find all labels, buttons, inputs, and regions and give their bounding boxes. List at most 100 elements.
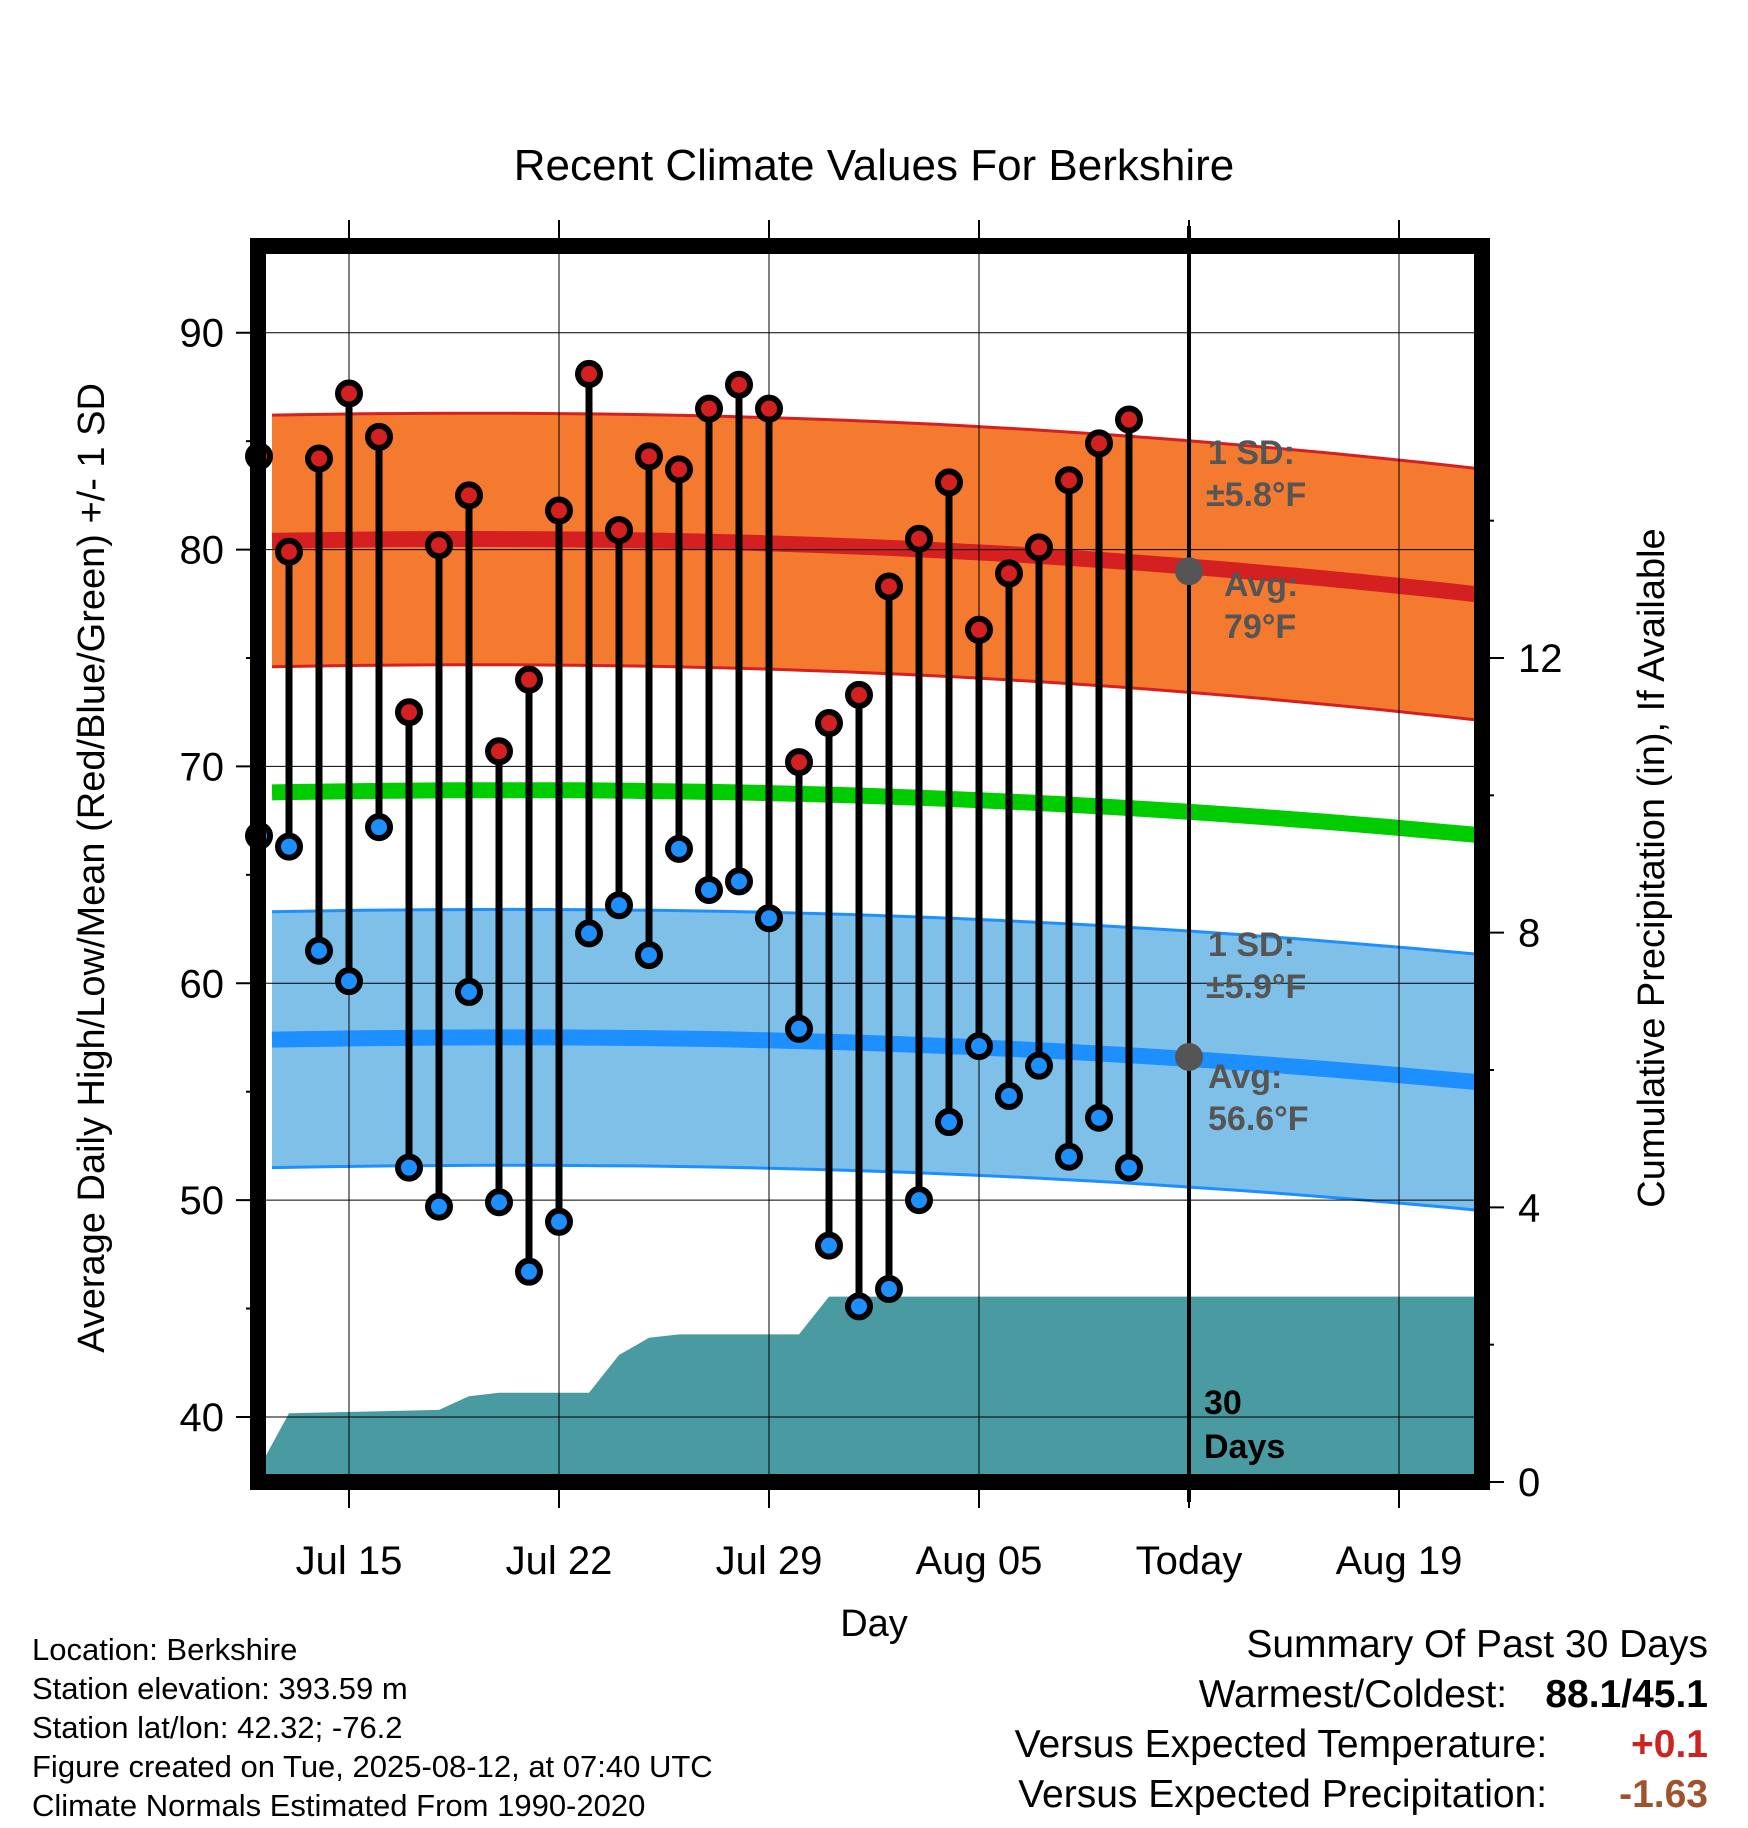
low-sd-band-upper-edge bbox=[271, 907, 1479, 956]
daily-low-point bbox=[755, 904, 783, 933]
normal-low-line bbox=[271, 1029, 1479, 1091]
precip-value: -1.63 bbox=[1619, 1773, 1708, 1816]
y-axis-label: Average Daily High/Low/Mean (Red/Blue/Gr… bbox=[71, 383, 113, 1353]
low-avg-value: 56.6°F bbox=[1208, 1100, 1309, 1138]
low-sd-band bbox=[272, 909, 1478, 1211]
daily-low-point bbox=[1115, 1153, 1143, 1182]
daily-low-point bbox=[575, 919, 603, 948]
high-avg-value: 79°F bbox=[1224, 608, 1296, 646]
daily-low-point bbox=[305, 936, 333, 965]
daily-high-point bbox=[395, 698, 423, 727]
y2-tick-label: 0 bbox=[1518, 1461, 1540, 1505]
daily-low-point bbox=[1085, 1103, 1113, 1132]
daily-high-point bbox=[785, 748, 813, 777]
daily-high-point bbox=[995, 559, 1023, 588]
daily-high-point bbox=[485, 737, 513, 766]
daily-high-point bbox=[815, 709, 843, 738]
x-axis-label: Day bbox=[840, 1603, 908, 1645]
daily-low-point bbox=[1025, 1051, 1053, 1080]
daily-high-point bbox=[275, 537, 303, 566]
daily-high-point bbox=[905, 524, 933, 553]
y-tick-label: 60 bbox=[180, 962, 225, 1006]
x-tick-label: Aug 19 bbox=[1336, 1539, 1463, 1583]
y-tick-label: 90 bbox=[180, 312, 225, 356]
daily-high-point bbox=[335, 379, 363, 408]
precip-days-number: 30 bbox=[1204, 1384, 1242, 1422]
x-tick-label: Jul 29 bbox=[716, 1539, 823, 1583]
daily-low-point bbox=[815, 1231, 843, 1260]
chart-title: Recent Climate Values For Berkshire bbox=[514, 141, 1235, 190]
temp-label: Versus Expected Temperature: bbox=[1014, 1723, 1548, 1766]
summary-warm-cold: Warmest/Coldest: 88.1/45.1 bbox=[1015, 1670, 1708, 1720]
daily-low-point bbox=[785, 1014, 813, 1043]
daily-low-point bbox=[965, 1032, 993, 1061]
plot-area: 1 SD: ±5.8°F Avg: 79°F 1 SD: ±5.9°F Avg: 56.6°F… bbox=[180, 220, 1563, 1583]
daily-high-point bbox=[605, 516, 633, 545]
normals-text: Climate Normals Estimated From 1990-2020 bbox=[32, 1788, 646, 1823]
low-sd-label: 1 SD: bbox=[1208, 926, 1295, 964]
daily-high-point bbox=[575, 359, 603, 388]
plot-frame bbox=[250, 238, 1490, 1490]
x-tick-label: Jul 15 bbox=[296, 1539, 403, 1583]
daily-high-point bbox=[305, 444, 333, 473]
today-high-avg-marker bbox=[1175, 557, 1203, 586]
y2-tick-label: 8 bbox=[1518, 912, 1540, 956]
daily-low-point bbox=[545, 1207, 573, 1236]
y2-tick-label: 12 bbox=[1518, 637, 1563, 681]
high-sd-band-lower-edge bbox=[271, 663, 1479, 722]
daily-low-point bbox=[485, 1188, 513, 1217]
daily-high-point bbox=[635, 442, 663, 471]
high-avg-label: Avg: bbox=[1224, 566, 1298, 604]
daily-high-point bbox=[725, 370, 753, 399]
daily-high-point bbox=[965, 615, 993, 644]
warm-cold-value: 88.1/45.1 bbox=[1545, 1673, 1708, 1716]
daily-low-point bbox=[395, 1153, 423, 1182]
warm-cold-label: Warmest/Coldest: bbox=[1198, 1673, 1508, 1716]
daily-high-point bbox=[365, 422, 393, 451]
y2-tick-label: 4 bbox=[1518, 1186, 1540, 1230]
daily-high-point bbox=[665, 455, 693, 484]
cumulative-precip-area bbox=[259, 1296, 1482, 1482]
precip-label: Versus Expected Precipitation: bbox=[1018, 1773, 1548, 1816]
low-avg-label: Avg: bbox=[1208, 1058, 1282, 1096]
location-text: Location: Berkshire bbox=[32, 1632, 298, 1667]
latlon-text: Station lat/lon: 42.32; -76.2 bbox=[32, 1710, 403, 1745]
daily-low-point bbox=[995, 1082, 1023, 1111]
daily-low-point bbox=[695, 876, 723, 905]
normal-high-line bbox=[271, 531, 1479, 603]
y-tick-label: 50 bbox=[180, 1179, 225, 1223]
daily-high-point bbox=[875, 572, 903, 601]
normal-mean-line bbox=[271, 782, 1479, 843]
high-sd-band-upper-edge bbox=[271, 411, 1479, 471]
high-sd-band bbox=[272, 413, 1478, 721]
daily-low-point bbox=[1055, 1142, 1083, 1171]
daily-low-point bbox=[455, 977, 483, 1006]
daily-high-point bbox=[755, 394, 783, 423]
elevation-text: Station elevation: 393.59 m bbox=[32, 1671, 408, 1706]
station-info: Location: Berkshire Station elevation: 3… bbox=[32, 1630, 713, 1825]
today-low-avg-marker bbox=[1175, 1042, 1203, 1071]
daily-low-point bbox=[425, 1192, 453, 1221]
high-sd-label: 1 SD: bbox=[1208, 434, 1295, 472]
daily-low-point bbox=[275, 832, 303, 861]
daily-high-point bbox=[935, 468, 963, 497]
temp-value: +0.1 bbox=[1631, 1723, 1708, 1766]
daily-low-point bbox=[875, 1275, 903, 1304]
plot-inner bbox=[258, 246, 1482, 1482]
daily-low-point bbox=[845, 1292, 873, 1321]
daily-low-point bbox=[605, 891, 633, 920]
created-text: Figure created on Tue, 2025-08-12, at 07… bbox=[32, 1749, 713, 1784]
y-tick-label: 40 bbox=[180, 1396, 225, 1440]
daily-low-point bbox=[905, 1186, 933, 1215]
y2-axis-label: Cumulative Precipitation (in), If Availa… bbox=[1631, 528, 1673, 1207]
x-tick-label: Jul 22 bbox=[506, 1539, 613, 1583]
summary-precip: Versus Expected Precipitation: -1.63 bbox=[1015, 1770, 1708, 1820]
daily-high-point bbox=[455, 481, 483, 510]
summary-panel: Summary Of Past 30 Days Warmest/Coldest:… bbox=[1015, 1620, 1708, 1820]
daily-high-point bbox=[1025, 533, 1053, 562]
precip-days-label: Days bbox=[1204, 1428, 1285, 1466]
daily-low-point bbox=[935, 1108, 963, 1137]
daily-high-point bbox=[1115, 405, 1143, 434]
low-sd-value: ±5.9°F bbox=[1206, 968, 1306, 1006]
